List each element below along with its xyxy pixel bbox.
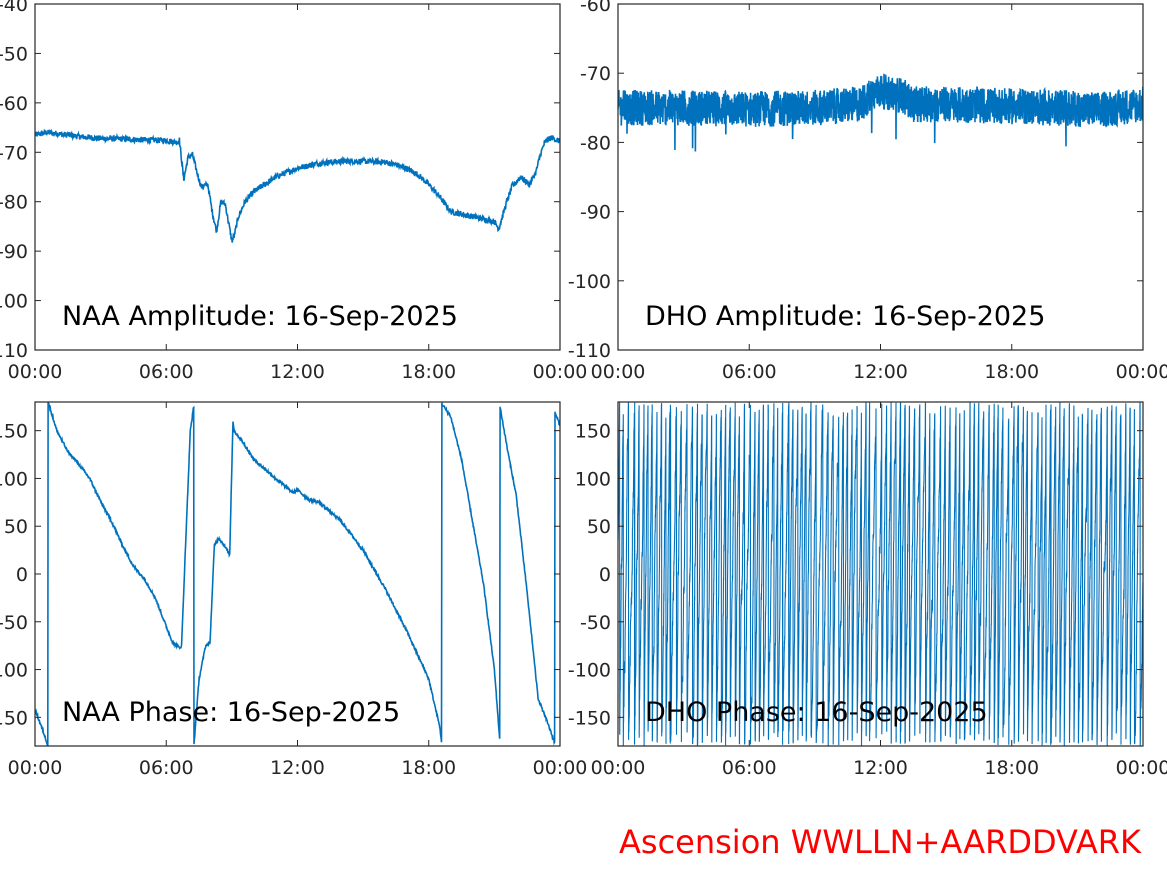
y-tick-label: 50 bbox=[4, 516, 28, 538]
x-tick-label: 18:00 bbox=[401, 757, 456, 779]
x-tick-label: 00:00 bbox=[591, 361, 646, 383]
naa-phase-series-line bbox=[35, 402, 560, 746]
dho-amp-series-line bbox=[618, 73, 1143, 152]
x-tick-label: 18:00 bbox=[401, 361, 456, 383]
x-tick-label: 00:00 bbox=[1116, 361, 1167, 383]
dho-amp-title: DHO Amplitude: 16-Sep-2025 bbox=[645, 301, 1045, 332]
x-tick-label: 00:00 bbox=[8, 757, 63, 779]
y-tick-label: -50 bbox=[580, 612, 611, 634]
y-tick-label: -60 bbox=[580, 0, 611, 16]
x-tick-label: 00:00 bbox=[533, 361, 588, 383]
y-tick-label: 100 bbox=[0, 468, 28, 490]
y-tick-label: -70 bbox=[580, 63, 611, 85]
x-tick-label: 00:00 bbox=[8, 361, 63, 383]
y-tick-label: -80 bbox=[580, 132, 611, 154]
y-tick-label: -100 bbox=[0, 660, 28, 682]
x-tick-label: 00:00 bbox=[533, 757, 588, 779]
y-tick-label: 100 bbox=[575, 468, 611, 490]
y-tick-label: -90 bbox=[0, 241, 28, 263]
naa-amp-axes-box bbox=[34, 3, 561, 351]
y-tick-label: -150 bbox=[568, 707, 611, 729]
naa-phase-title: NAA Phase: 16-Sep-2025 bbox=[62, 697, 400, 728]
y-tick-label: 150 bbox=[575, 421, 611, 443]
naa-amp-series-line bbox=[35, 128, 560, 243]
y-tick-label: -110 bbox=[568, 340, 611, 362]
x-tick-label: 06:00 bbox=[722, 361, 777, 383]
y-tick-label: -110 bbox=[0, 340, 28, 362]
y-tick-label: 150 bbox=[0, 421, 28, 443]
x-tick-label: 18:00 bbox=[984, 757, 1039, 779]
x-tick-label: 06:00 bbox=[139, 361, 194, 383]
dho-amp-axes-box bbox=[617, 3, 1144, 351]
x-tick-label: 00:00 bbox=[591, 757, 646, 779]
dho-amp-panel: 00:00 06:00 12:00 18:00 00:00-110-100-90-80-… bbox=[568, 0, 1167, 383]
x-tick-label: 00:00 bbox=[1116, 757, 1167, 779]
y-tick-label: -40 bbox=[0, 0, 28, 16]
dho-phase-panel: 00:00 06:00 12:00 18:00 00:00 -150 -100 -50 0 50 1… bbox=[568, 401, 1167, 779]
x-tick-label: 06:00 bbox=[139, 757, 194, 779]
y-tick-label: -50 bbox=[0, 43, 28, 65]
dho-phase-series-line bbox=[618, 402, 1143, 746]
y-tick-label: 0 bbox=[599, 564, 611, 586]
y-tick-label: -90 bbox=[580, 202, 611, 224]
x-tick-label: 12:00 bbox=[270, 361, 325, 383]
y-tick-label: -80 bbox=[0, 192, 28, 214]
x-tick-label: 18:00 bbox=[984, 361, 1039, 383]
y-tick-label: -100 bbox=[568, 271, 611, 293]
dho-phase-title: DHO Phase: 16-Sep-2025 bbox=[645, 697, 988, 728]
x-tick-label: 12:00 bbox=[270, 757, 325, 779]
station-footer: Ascension WWLLN+AARDDVARK bbox=[619, 823, 1141, 861]
y-tick-label: -100 bbox=[0, 291, 28, 313]
x-tick-label: 12:00 bbox=[853, 757, 908, 779]
naa-amp-panel: 00:0006:0012:0018:0000:00-110-100-90-80-… bbox=[0, 0, 587, 383]
y-tick-label: -100 bbox=[568, 660, 611, 682]
y-tick-label: -70 bbox=[0, 142, 28, 164]
naa-amp-title: NAA Amplitude: 16-Sep-2025 bbox=[62, 301, 458, 332]
y-tick-label: -150 bbox=[0, 707, 28, 729]
naa-phase-panel: 00:00 06:00 12:00 18:00 00:00 -150 -100 -50 0 50 1… bbox=[0, 401, 588, 779]
x-tick-label: 12:00 bbox=[853, 361, 908, 383]
y-tick-label: 0 bbox=[16, 564, 28, 586]
y-tick-label: -50 bbox=[0, 612, 28, 634]
y-tick-label: -60 bbox=[0, 93, 28, 115]
y-tick-label: 50 bbox=[587, 516, 611, 538]
x-tick-label: 06:00 bbox=[722, 757, 777, 779]
